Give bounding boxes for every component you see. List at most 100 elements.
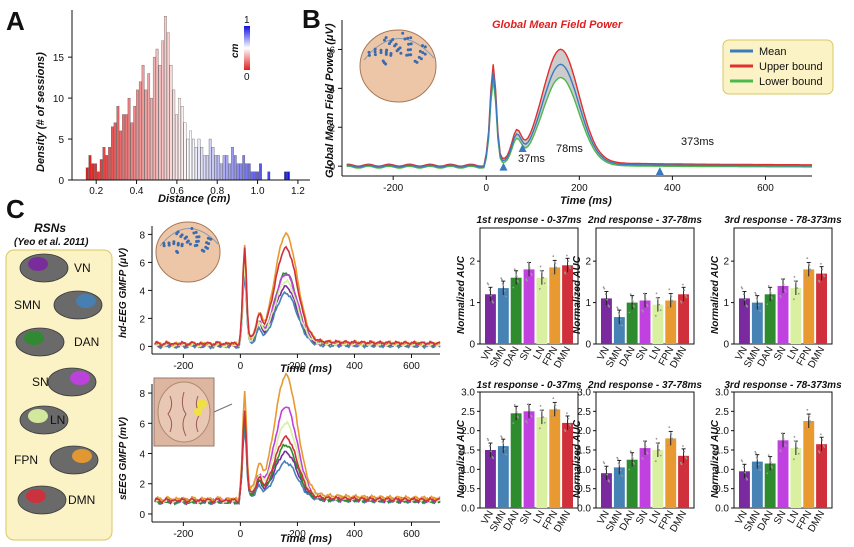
- electrode-dot: [172, 240, 176, 244]
- bar-dan: [510, 413, 522, 508]
- bar-fpn: [803, 269, 815, 344]
- session-point: [792, 298, 795, 301]
- rsn-label-dan: DAN: [74, 335, 99, 349]
- seeg-ylabel: sEEG GMFP (mV): [118, 416, 129, 500]
- lower-bound-line: [346, 76, 812, 169]
- session-point: [658, 449, 661, 451]
- bar-sn: [523, 411, 535, 508]
- electrode-dot: [197, 235, 201, 239]
- histogram-bar: [91, 163, 95, 181]
- brain-slice-illustration: [153, 377, 233, 447]
- bar-dan: [764, 463, 776, 508]
- session-point: [755, 456, 758, 459]
- session-point: [818, 451, 821, 454]
- bar-ytick-label: 1.5: [715, 446, 729, 457]
- session-point: [492, 457, 495, 460]
- bar-fpn: [549, 267, 561, 344]
- session-point: [782, 283, 785, 286]
- c2Plot-ytick-label: 6: [139, 419, 145, 430]
- session-point: [628, 311, 631, 314]
- session-point: [646, 303, 648, 306]
- electrode-dot: [209, 237, 213, 241]
- bar-sn: [523, 269, 535, 344]
- session-point: [554, 404, 557, 407]
- session-point: [500, 277, 503, 280]
- session-point: [515, 274, 517, 276]
- session-point: [629, 450, 632, 453]
- session-point: [526, 279, 528, 282]
- rsn-source: (Yeo et al. 2011): [14, 237, 89, 248]
- histogram-bar: [284, 171, 287, 181]
- session-point: [809, 269, 812, 272]
- session-point: [808, 264, 811, 267]
- session-point: [797, 292, 800, 295]
- hd-eeg-ylabel: hd-EEG GMFP (μV): [118, 247, 129, 338]
- session-point: [669, 294, 672, 296]
- session-point: [642, 310, 644, 313]
- histogram-bar: [245, 163, 248, 181]
- session-point: [530, 416, 533, 418]
- session-point: [530, 272, 532, 275]
- histogram-bar: [233, 155, 237, 181]
- session-point: [618, 313, 621, 316]
- electrode-dot: [206, 246, 209, 250]
- session-point: [655, 292, 658, 295]
- session-point: [503, 290, 506, 292]
- session-point: [491, 300, 494, 303]
- electrode-dot: [384, 50, 388, 54]
- session-point: [569, 424, 572, 427]
- bar-vn: [601, 473, 612, 508]
- histogram-bar: [136, 89, 139, 181]
- annotation-78ms-arrow: [518, 143, 527, 152]
- electrode-dot: [407, 42, 411, 46]
- session-point: [542, 416, 545, 418]
- session-point: [488, 444, 491, 447]
- session-point: [517, 281, 520, 283]
- session-point: [530, 414, 532, 417]
- session-point: [794, 280, 797, 282]
- session-point: [541, 410, 543, 413]
- session-point: [756, 298, 759, 301]
- c1Plot-ytick-label: 6: [139, 258, 145, 269]
- session-point: [564, 272, 567, 275]
- session-point: [806, 408, 809, 411]
- histogram-bar: [267, 171, 271, 181]
- histogram-bar: [219, 163, 223, 181]
- session-point: [740, 459, 743, 461]
- bar-smn: [751, 461, 763, 508]
- histogram-bar: [152, 56, 156, 181]
- session-point: [766, 472, 769, 475]
- c2Plot-line-ln: [154, 406, 441, 504]
- panel-a-xtick-label: 1.0: [251, 186, 265, 197]
- session-point: [759, 469, 761, 471]
- histogram-bar: [256, 171, 260, 181]
- bar-dmn: [816, 273, 827, 344]
- session-point: [682, 283, 684, 286]
- session-point: [679, 461, 682, 464]
- session-point: [500, 435, 503, 438]
- bar-title-seeg-2nd: 2nd response - 37-78ms: [587, 380, 702, 391]
- bar-ln: [536, 277, 548, 344]
- session-point: [823, 275, 826, 278]
- histogram-bar: [225, 155, 229, 181]
- session-point: [667, 306, 669, 309]
- bar-dmn: [562, 265, 573, 344]
- electrode-dot: [409, 42, 413, 46]
- bar-title-hd-eeg-1st: 1st response - 0-37ms: [476, 215, 581, 226]
- session-point: [608, 480, 611, 483]
- bar-ytick-label: 3.0: [577, 388, 591, 399]
- colorbar-max: 1: [244, 15, 250, 26]
- c1Plot-xtick-label: 400: [346, 361, 363, 372]
- electrode-dot: [180, 242, 184, 246]
- session-point: [501, 283, 504, 285]
- session-point: [555, 266, 557, 269]
- session-point: [754, 291, 757, 294]
- session-point: [793, 276, 796, 278]
- session-point: [784, 290, 787, 293]
- electrode-dot: [192, 231, 196, 235]
- bar-ylabel-seeg-2nd: Normalized AUC: [572, 419, 583, 498]
- session-point: [552, 397, 555, 400]
- session-point: [808, 415, 811, 418]
- session-point: [512, 286, 515, 289]
- rsn-list: VN SMN DAN SN LN FPN DMN: [14, 253, 103, 515]
